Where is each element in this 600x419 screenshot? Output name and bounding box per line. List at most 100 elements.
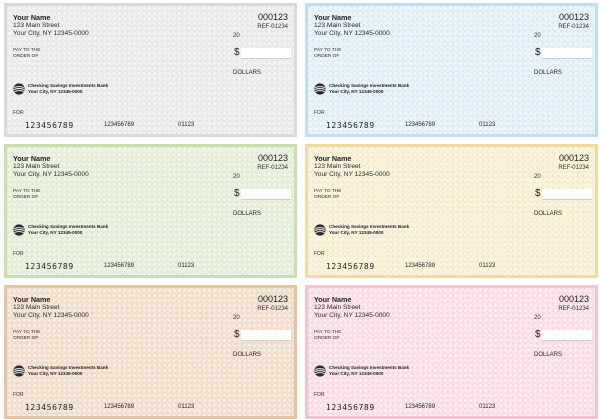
memo-label: FOR: [13, 392, 24, 398]
currency-symbol: $: [535, 47, 541, 58]
check-pink: Your Name 123 Main Street Your City, NY …: [305, 285, 598, 419]
currency-symbol: $: [234, 329, 240, 340]
account-name: Your Name: [13, 154, 51, 163]
micr-check-number: 01123: [479, 263, 496, 269]
currency-symbol: $: [234, 47, 240, 58]
micr-account: 123456789: [104, 263, 135, 269]
account-name: Your Name: [13, 295, 51, 304]
address-line-1: 123 Main Street: [13, 163, 60, 170]
bank-address: Your City, NY 12345-0000: [28, 230, 83, 235]
account-name: Your Name: [314, 295, 352, 304]
address-line-2: Your City, NY 12345-0000: [13, 30, 89, 37]
date-prefix: 20: [233, 174, 240, 180]
bank-globe-icon: [314, 83, 326, 95]
date-prefix: 20: [534, 315, 541, 321]
amount-box[interactable]: [542, 330, 592, 341]
pay-to-label-line-1: PAY TO THE: [314, 330, 342, 335]
amount-box[interactable]: [241, 330, 291, 341]
pay-to-label-line-1: PAY TO THE: [13, 189, 41, 194]
amount-words-label: DOLLARS: [534, 352, 563, 358]
address-line-1: 123 Main Street: [314, 304, 361, 311]
pay-to-label-line-2: ORDER OF: [314, 54, 340, 59]
bank-name: Checking Savings Investments Bank: [329, 224, 410, 229]
bank-address: Your City, NY 12345-0000: [329, 89, 384, 94]
reference-number: REF-01234: [257, 306, 288, 312]
amount-box[interactable]: [542, 189, 592, 200]
security-pattern: [7, 288, 294, 416]
pay-to-label: PAY TO THE ORDER OF: [13, 189, 40, 201]
date-prefix: 20: [233, 315, 240, 321]
check-number: 000123: [558, 12, 589, 22]
memo-label: FOR: [13, 110, 24, 116]
amount-words-label: DOLLARS: [534, 211, 563, 217]
pay-to-label: PAY TO THE ORDER OF: [13, 330, 40, 342]
address-line-1: 123 Main Street: [314, 163, 361, 170]
micr-routing: 123456789: [25, 403, 74, 412]
security-pattern: [308, 6, 595, 134]
account-name: Your Name: [314, 13, 352, 22]
pay-to-label: PAY TO THE ORDER OF: [13, 48, 40, 60]
pay-to-label: PAY TO THE ORDER OF: [314, 48, 341, 60]
amount-words-label: DOLLARS: [233, 70, 262, 76]
bank-globe-icon: [314, 224, 326, 236]
amount-box[interactable]: [241, 48, 291, 59]
check-tan: Your Name 123 Main Street Your City, NY …: [4, 285, 297, 419]
pay-to-label-line-2: ORDER OF: [13, 195, 39, 200]
address-line-1: 123 Main Street: [314, 22, 361, 29]
micr-check-number: 01123: [178, 263, 195, 269]
pay-to-label-line-1: PAY TO THE: [314, 48, 342, 53]
memo-label: FOR: [13, 251, 24, 257]
currency-symbol: $: [535, 329, 541, 340]
bank-globe-icon: [13, 365, 25, 377]
micr-routing: 123456789: [25, 121, 74, 130]
pay-to-label-line-2: ORDER OF: [314, 336, 340, 341]
pay-to-label-line-1: PAY TO THE: [13, 48, 41, 53]
address-line-2: Your City, NY 12345-0000: [13, 171, 89, 178]
memo-label: FOR: [314, 110, 325, 116]
check-number: 000123: [257, 12, 288, 22]
micr-check-number: 01123: [178, 404, 195, 410]
bank-name: Checking Savings Investments Bank: [329, 83, 410, 88]
account-name: Your Name: [13, 13, 51, 22]
pay-to-label-line-2: ORDER OF: [13, 336, 39, 341]
bank-address: Your City, NY 12345-0000: [28, 371, 83, 376]
check-yellow: Your Name 123 Main Street Your City, NY …: [305, 144, 598, 278]
date-prefix: 20: [534, 174, 541, 180]
reference-number: REF-01234: [257, 165, 288, 171]
check-blue: Your Name 123 Main Street Your City, NY …: [305, 3, 598, 137]
address-line-2: Your City, NY 12345-0000: [314, 171, 390, 178]
check-number: 000123: [558, 294, 589, 304]
amount-words-label: DOLLARS: [233, 352, 262, 358]
micr-account: 123456789: [104, 122, 135, 128]
micr-account: 123456789: [405, 122, 436, 128]
bank-globe-icon: [314, 365, 326, 377]
bank-globe-icon: [13, 83, 25, 95]
date-prefix: 20: [534, 33, 541, 39]
check-number: 000123: [257, 294, 288, 304]
check-gray: Your Name 123 Main Street Your City, NY …: [4, 3, 297, 137]
pay-to-label-line-1: PAY TO THE: [13, 330, 41, 335]
bank-address: Your City, NY 12345-0000: [28, 89, 83, 94]
micr-account: 123456789: [104, 404, 135, 410]
reference-number: REF-01234: [558, 24, 589, 30]
amount-words-label: DOLLARS: [534, 70, 563, 76]
micr-routing: 123456789: [326, 403, 375, 412]
bank-name: Checking Savings Investments Bank: [28, 224, 109, 229]
reference-number: REF-01234: [257, 24, 288, 30]
address-line-2: Your City, NY 12345-0000: [314, 30, 390, 37]
amount-box[interactable]: [542, 48, 592, 59]
micr-routing: 123456789: [326, 121, 375, 130]
amount-box[interactable]: [241, 189, 291, 200]
bank-address: Your City, NY 12345-0000: [329, 230, 384, 235]
micr-check-number: 01123: [479, 404, 496, 410]
micr-check-number: 01123: [178, 122, 195, 128]
bank-name: Checking Savings Investments Bank: [28, 83, 109, 88]
pay-to-label-line-2: ORDER OF: [314, 195, 340, 200]
security-pattern: [308, 288, 595, 416]
amount-words-label: DOLLARS: [233, 211, 262, 217]
security-pattern: [7, 147, 294, 275]
micr-routing: 123456789: [25, 262, 74, 271]
currency-symbol: $: [234, 188, 240, 199]
pay-to-label-line-1: PAY TO THE: [314, 189, 342, 194]
memo-label: FOR: [314, 392, 325, 398]
